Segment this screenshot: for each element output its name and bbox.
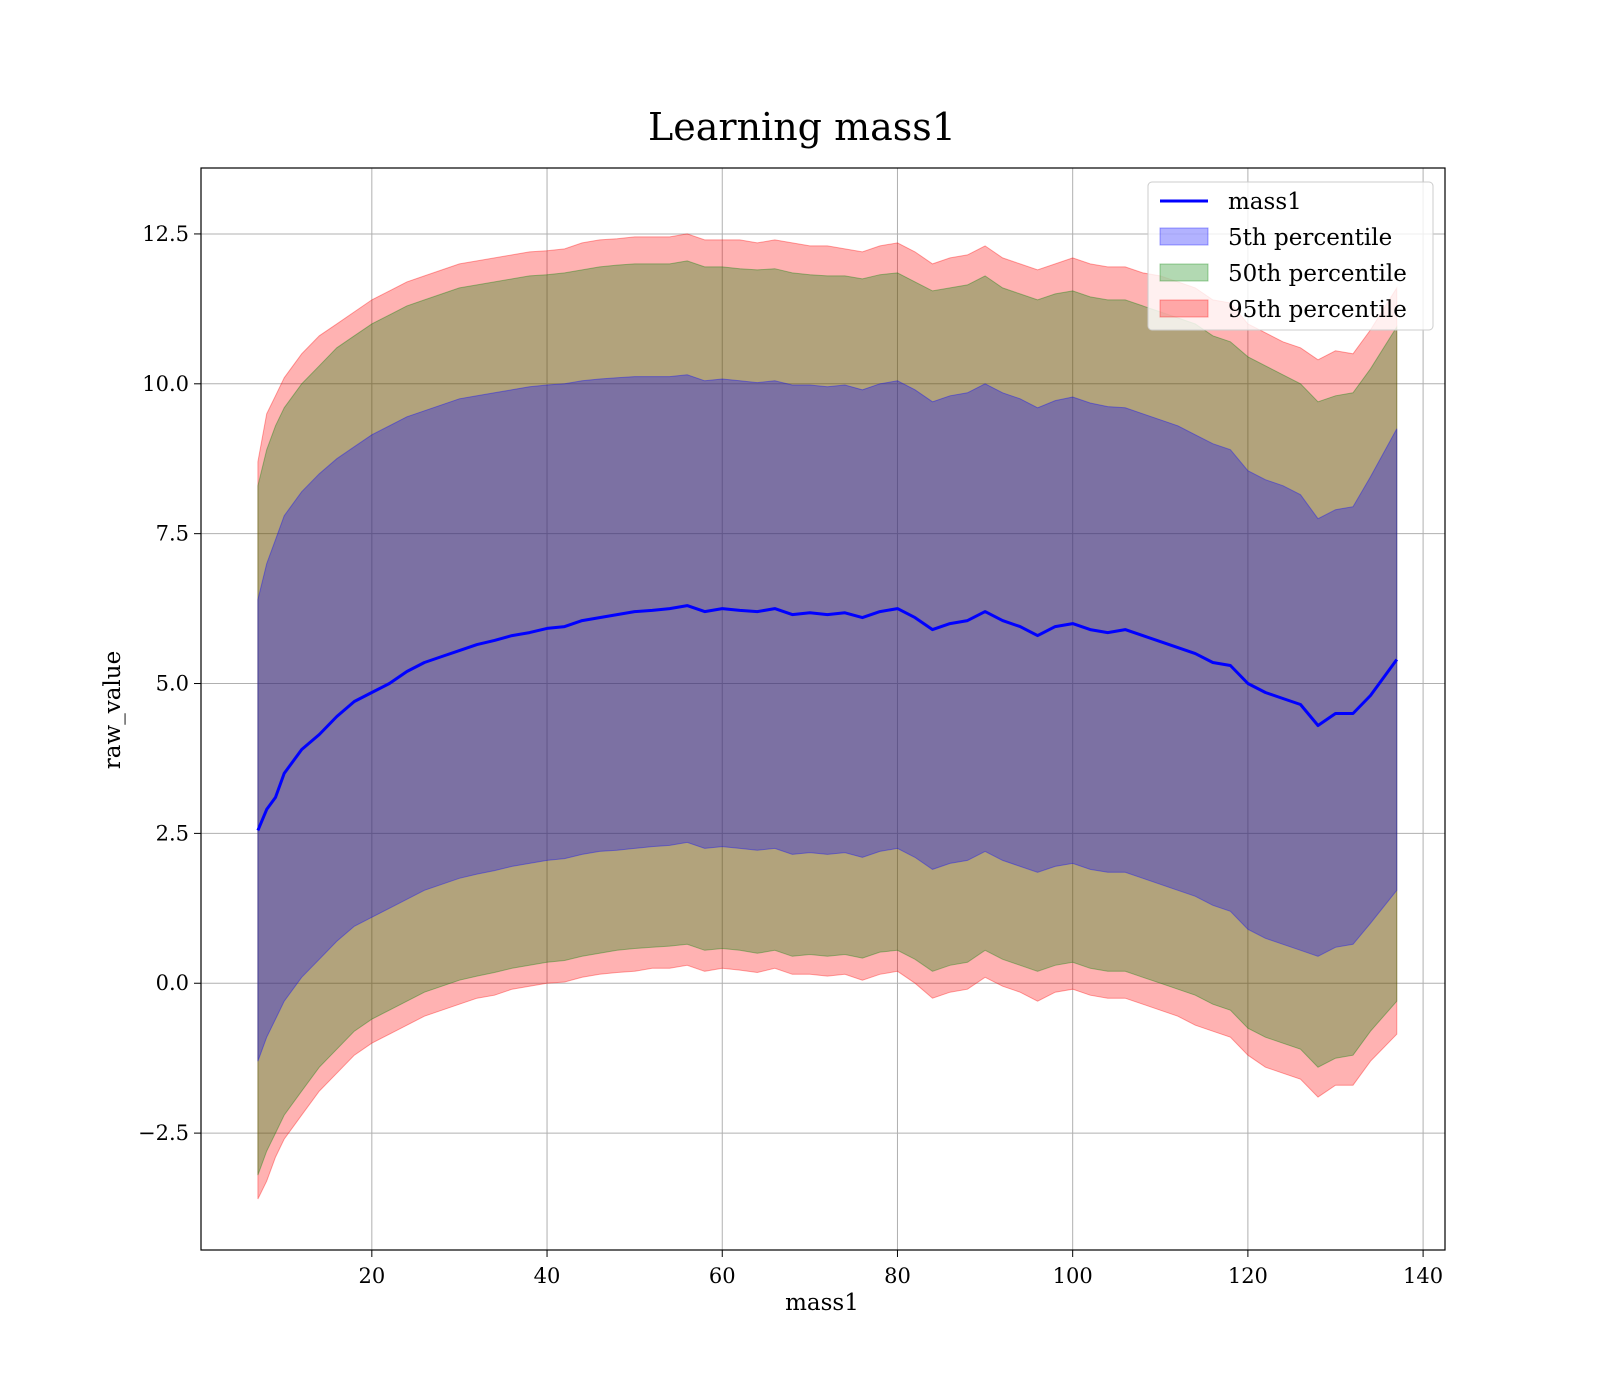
legend-label-95th: 95th percentile xyxy=(1228,297,1407,323)
y-tick-label: −2.5 xyxy=(138,1121,189,1145)
legend-label-mass1: mass1 xyxy=(1228,189,1302,215)
y-tick-label: 5.0 xyxy=(156,672,189,696)
band-5th-percentile xyxy=(257,374,1398,1062)
series-line-mass1 xyxy=(256,604,1399,831)
x-tick-label: 40 xyxy=(534,1264,561,1288)
y-tick-label: 10.0 xyxy=(142,372,189,396)
chart-title: Learning mass1 xyxy=(648,105,956,149)
y-tick-label: 12.5 xyxy=(142,222,189,246)
x-tick-label: 120 xyxy=(1228,1264,1268,1288)
y-axis-label: raw_value xyxy=(100,651,126,769)
x-tick-label: 60 xyxy=(709,1264,736,1288)
band-95th-percentile xyxy=(257,233,1398,1200)
y-tick-label: 0.0 xyxy=(156,971,189,995)
legend-swatch-5th xyxy=(1159,227,1209,246)
legend-box xyxy=(1147,181,1434,331)
legend-label-5th: 5th percentile xyxy=(1228,225,1392,251)
x-tick-label: 140 xyxy=(1403,1264,1443,1288)
y-tick-label: 7.5 xyxy=(156,522,189,546)
legend-swatch-50th xyxy=(1159,263,1209,282)
y-tick-label: 2.5 xyxy=(156,821,189,845)
legend-label-50th: 50th percentile xyxy=(1228,261,1407,287)
legend: mass1 5th percentile 50th percentile 95t… xyxy=(1147,181,1434,331)
x-tick-label: 100 xyxy=(1053,1264,1093,1288)
x-axis-label: mass1 xyxy=(785,1290,859,1316)
x-tick-label: 80 xyxy=(884,1264,911,1288)
legend-swatch-95th xyxy=(1159,299,1209,318)
plot-area: 20 40 60 80 100 120 140 −2.5 0.0 2.5 5.0 7.5 10.0 12.… xyxy=(138,167,1446,1288)
axes-frame xyxy=(200,167,1446,1251)
x-tick-label: 20 xyxy=(358,1264,385,1288)
band-50th-percentile xyxy=(257,260,1398,1176)
